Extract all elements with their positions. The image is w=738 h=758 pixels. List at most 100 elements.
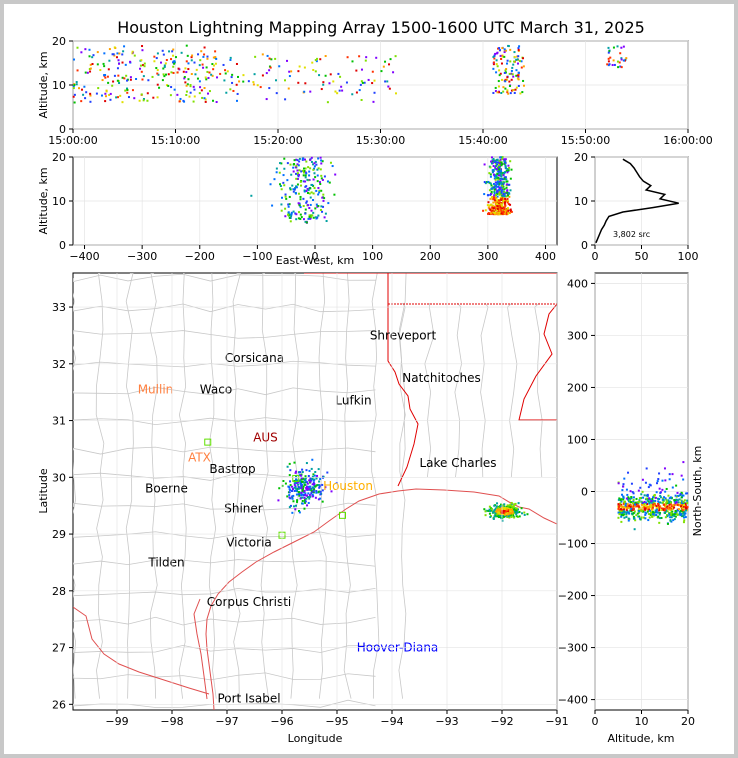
map-source [511,508,514,511]
ew-height-source [280,209,283,212]
map-source [303,491,306,494]
state-border-tx-la [387,273,419,487]
time-height-source [143,65,146,68]
time-height-source [185,84,188,87]
time-height-xtick-label: 15:50:00 [561,134,610,147]
time-height-source [503,51,506,54]
time-height-source [337,72,340,75]
time-height-source [513,60,516,63]
ns-height-source [676,499,679,502]
map-source [488,508,491,511]
map-source [294,478,297,481]
ew-height-source [317,193,320,196]
ew-height-source [291,184,294,187]
ew-height-source [509,177,512,180]
ew-height-source [297,211,300,214]
map-source [309,479,312,482]
time-height-source [206,92,209,95]
map-source [496,515,499,518]
time-height-source [515,69,518,72]
map-source [291,511,294,514]
lma-station-marker [339,511,346,519]
ew-height-source [306,178,309,181]
map-source [299,497,302,500]
map-source [287,485,290,488]
time-height-source [184,81,187,84]
time-height-source [329,73,332,76]
time-height-source [611,64,614,67]
ew-height-source [302,197,305,200]
time-height-source [359,83,362,86]
map-source [510,501,513,504]
ew-height-source [326,180,329,183]
map-source [321,500,324,503]
ew-height-source [310,209,313,212]
time-height-source [226,70,229,73]
ew-height-source [503,162,506,165]
map-source [503,507,506,510]
ew-height-source [501,178,504,181]
time-height-source [121,101,124,104]
ns-height-source [644,481,647,484]
ns-height-source [641,510,644,513]
time-height-source [242,74,245,77]
ns-height-source [670,509,673,512]
ns-height-source [668,503,671,506]
ew-height-source [317,214,320,217]
time-height-source [492,63,495,66]
ew-height-source [305,185,308,188]
time-height-source [254,55,257,58]
ns-height-source [620,509,623,512]
time-height-source [516,55,519,58]
parish-line [454,302,462,478]
ns-height-source [668,478,671,481]
ew-height-source [489,208,492,211]
ns-height-source [658,521,661,524]
ew-height-source [486,204,489,207]
histogram-xtick-label: 0 [592,250,599,263]
time-height-source [187,78,190,81]
time-height-source [496,91,499,94]
time-height-source [606,63,609,66]
time-height-source [73,101,76,104]
map-source [502,515,505,518]
ew-height-source [302,205,305,208]
time-height-source [161,49,164,52]
time-height-source [99,69,102,72]
time-height-source [155,57,158,60]
ew-height-source [495,204,498,207]
map-source [291,496,294,499]
time-height-source [89,63,92,66]
ew-height-source [295,158,298,161]
time-height-source [345,81,348,84]
time-height-source [625,57,628,60]
ns-height-source [622,502,625,505]
ew-height-source [504,158,507,161]
time-height-source [511,73,514,76]
ew-height-source [494,185,497,188]
ns-height-source [654,499,657,502]
ns-height-source [625,512,628,515]
map-source [310,490,313,493]
map-source [494,514,497,517]
time-height-source [205,78,208,81]
time-height-source [242,80,245,83]
map-source [315,490,318,493]
time-height-source [382,65,385,68]
ew-height-xlabel: East-West, km [276,254,354,267]
time-height-source [493,57,496,60]
ns-height-source [650,511,653,514]
histogram-ytick-label: 10 [574,195,588,208]
time-height-source [72,85,75,88]
ew-height-source [287,213,290,216]
time-height-source [268,69,271,72]
ew-height-source [505,178,508,181]
map-source [520,507,523,510]
map-source [495,511,498,514]
time-height-source [140,59,143,62]
ns-height-source [682,512,685,515]
map-source [295,482,298,485]
map-source [288,494,291,497]
ew-height-source [498,166,501,169]
county-line [208,273,217,699]
